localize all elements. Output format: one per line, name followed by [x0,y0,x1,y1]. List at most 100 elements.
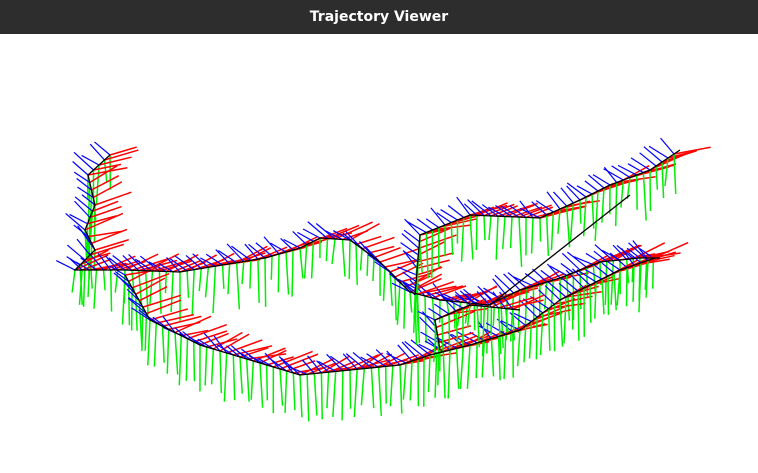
axis-green [652,257,655,289]
axis-blue [332,230,351,241]
axis-green [503,334,507,380]
axis-blue [584,180,599,192]
axis-blue [616,245,634,260]
axis-blue [366,353,387,367]
axis-blue [81,154,100,166]
axis-blue [611,165,631,179]
axis-blue [97,252,112,271]
axis-red [259,349,287,364]
axis-red [124,253,159,271]
axis-blue [573,256,594,266]
axis-green [460,217,465,262]
axis-blue [307,355,322,374]
axis-red [138,285,168,302]
axis-blue [560,276,579,292]
axis-blue [122,255,140,271]
axis-green [469,214,474,260]
axis-green [93,269,98,309]
axis-blue [326,353,344,372]
axis-red [512,294,545,310]
axis-blue [627,163,644,174]
axis-green [191,269,195,315]
axis-blue [617,164,637,176]
axis-red [156,313,195,324]
axis-blue [69,213,88,225]
axis-red [149,308,189,321]
axis-red [131,272,170,289]
axis-blue [169,258,188,272]
axis-red [417,252,454,263]
axis-green [594,281,597,319]
axis-red [417,259,450,270]
axis-red [89,165,118,184]
axis-red [673,146,711,155]
axis-red [423,341,450,358]
axis-red [622,165,650,181]
axis-blue [174,255,195,271]
axis-blue [386,350,401,366]
axis-blue [403,229,420,243]
axis-green [448,313,451,359]
axis-red [389,260,417,273]
axis-green [174,332,179,375]
axis-green [403,286,406,329]
axis-blue [566,182,587,198]
axis-green [355,244,358,285]
axis-red [417,241,445,256]
axis-green [483,215,486,241]
axis-red [87,215,117,225]
axis-red [243,247,272,263]
axis-green [452,301,456,329]
axis-blue [477,320,492,339]
axis-blue [456,196,471,216]
axis-blue [134,258,153,272]
axis-blue [192,253,209,268]
axis-green [495,216,499,260]
axis-blue [213,335,228,354]
axis-green [620,179,625,208]
axis-blue [485,322,507,335]
axis-blue [425,218,440,228]
axis-blue [566,185,581,201]
axis-red [279,353,319,370]
axis-blue [280,238,294,251]
axis-blue [535,200,554,213]
axis-green [431,229,434,278]
axis-red [135,277,166,295]
axis-green [645,260,649,298]
axis-blue [507,272,528,289]
axis-blue [391,282,411,293]
axis-green [161,326,165,363]
axis-blue [330,355,351,371]
axis-red [98,156,132,166]
trajectory-line [73,154,660,306]
axis-blue [89,143,105,161]
axis-green [427,354,431,393]
axis-blue [236,350,254,362]
axis-red [439,334,478,351]
axis-blue [248,243,266,259]
axis-green [102,269,106,291]
axis-green [382,266,386,301]
axis-red [142,294,182,308]
axis-blue [342,353,358,370]
axis-green [109,269,113,312]
trajectory-line [414,149,681,296]
axis-green [71,269,76,293]
axis-green [320,372,323,420]
axis-green [259,362,264,408]
axis-blue [127,297,147,315]
axis-green [235,262,241,310]
axis-green [664,157,669,187]
axis-green [442,351,446,399]
axis-green [204,267,210,298]
axis-red [446,292,482,302]
axis-red [145,253,180,272]
axis-green [285,251,290,295]
axis-green [490,338,495,377]
trajectory-canvas [55,137,711,422]
axis-red [349,222,380,241]
axis-green [232,354,236,401]
axis-green [601,278,605,315]
axis-blue [410,339,431,356]
